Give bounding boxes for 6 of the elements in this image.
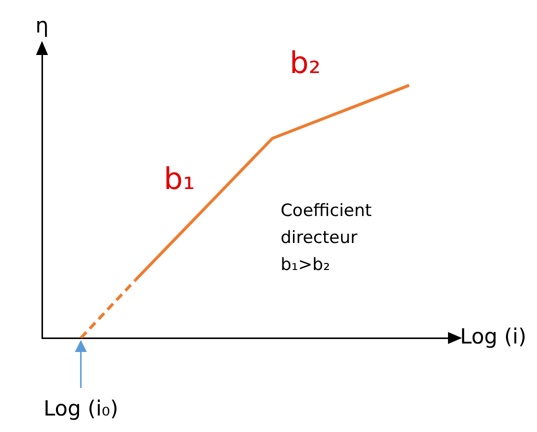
annotation: b₁	[164, 162, 195, 198]
text: b₂	[290, 46, 321, 81]
text: Log (i₀)	[43, 396, 118, 420]
y-axis-title: η	[35, 13, 49, 38]
annotation: Coefficient directeur b₁>b₂	[280, 201, 372, 276]
x-axis-title: Log (i)	[460, 324, 526, 348]
